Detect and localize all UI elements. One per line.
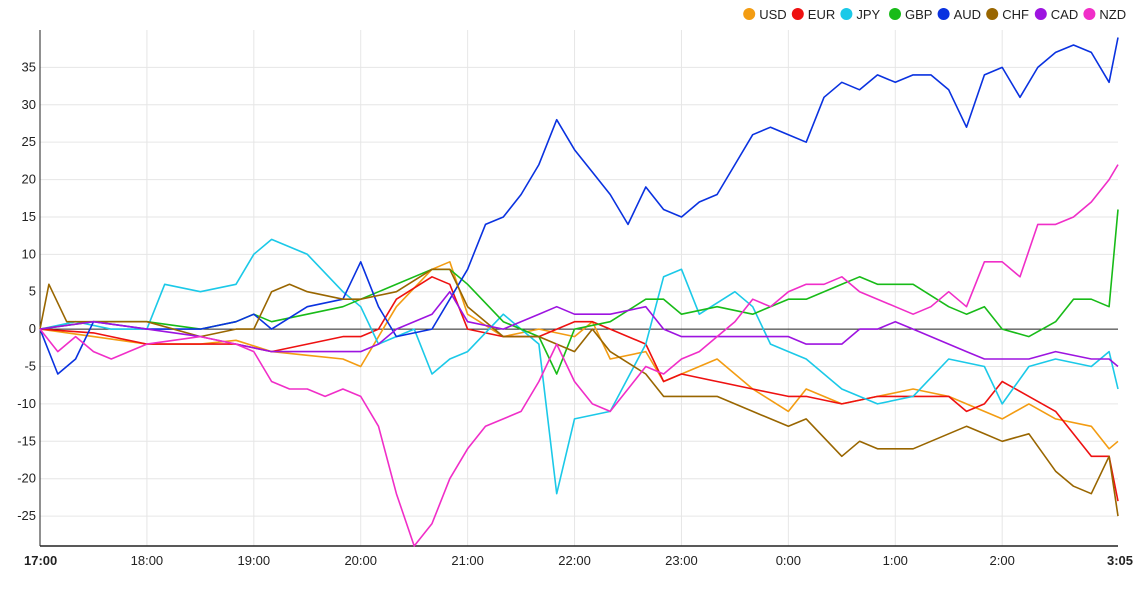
chart-series [39, 37, 1119, 547]
y-tick-label: -10 [17, 396, 36, 411]
y-tick-label: 25 [22, 134, 36, 149]
series-line-eur [39, 276, 1119, 502]
legend-marker-aud [937, 8, 950, 20]
legend-marker-nzd [1083, 8, 1096, 20]
y-tick-label: 35 [22, 59, 36, 74]
legend-item-usd[interactable]: USD [743, 7, 787, 22]
series-line-cad [39, 290, 1119, 368]
legend-label: NZD [1099, 7, 1126, 22]
y-tick-label: 10 [22, 246, 36, 261]
legend-label: CHF [1002, 7, 1029, 22]
y-axis-ticks: 35 30 25 20 15 10 5 0 -5 -10 -15 -20 -25 [17, 59, 36, 523]
x-tick-label: 0:00 [776, 553, 801, 568]
legend-item-eur[interactable]: EUR [791, 7, 835, 22]
x-tick-label: 3:05 [1107, 553, 1133, 568]
y-tick-label: -25 [17, 508, 36, 523]
chart-legend[interactable]: USD EUR JPY GBP AUD CHF CAD NZD [743, 7, 1126, 22]
legend-item-jpy[interactable]: JPY [840, 7, 881, 22]
legend-item-nzd[interactable]: NZD [1083, 7, 1126, 22]
series-line-usd [39, 261, 1119, 450]
legend-item-aud[interactable]: AUD [937, 7, 981, 22]
y-tick-label: -15 [17, 433, 36, 448]
series-line-chf [39, 268, 1119, 517]
y-tick-label: 15 [22, 209, 36, 224]
x-tick-label: 1:00 [883, 553, 908, 568]
legend-label: EUR [808, 7, 835, 22]
x-tick-label: 20:00 [344, 553, 377, 568]
x-axis-ticks: 17:00 18:00 19:00 20:00 21:00 22:00 23:00 0:00 1… [24, 553, 1133, 568]
legend-marker-cad [1034, 8, 1047, 20]
legend-item-chf[interactable]: CHF [986, 7, 1029, 22]
x-tick-label: 2:00 [990, 553, 1015, 568]
legend-label: USD [759, 7, 786, 22]
x-tick-label: 21:00 [451, 553, 484, 568]
chart-grid [40, 30, 1118, 546]
x-tick-label: 23:00 [665, 553, 698, 568]
legend-item-gbp[interactable]: GBP [889, 7, 932, 22]
y-tick-label: 5 [29, 284, 36, 299]
legend-label: GBP [905, 7, 932, 22]
legend-marker-chf [986, 8, 999, 20]
y-tick-label: -20 [17, 471, 36, 486]
series-line-jpy [39, 238, 1119, 495]
legend-label: AUD [954, 7, 981, 22]
x-tick-label: 19:00 [238, 553, 271, 568]
y-tick-label: 0 [29, 321, 36, 336]
legend-marker-usd [743, 8, 756, 20]
legend-item-cad[interactable]: CAD [1034, 7, 1078, 22]
legend-marker-gbp [889, 8, 901, 20]
y-tick-label: 20 [22, 172, 36, 187]
x-tick-label: 17:00 [24, 553, 57, 568]
legend-marker-jpy [840, 8, 853, 20]
y-tick-label: -5 [24, 359, 36, 374]
legend-marker-eur [791, 8, 804, 20]
legend-label: CAD [1051, 7, 1078, 22]
series-line-aud [39, 37, 1119, 375]
x-tick-label: 18:00 [131, 553, 164, 568]
series-line-nzd [39, 164, 1119, 547]
legend-label: JPY [856, 7, 880, 22]
x-tick-label: 22:00 [558, 553, 591, 568]
chart-axes [39, 30, 1118, 547]
y-tick-label: 30 [22, 97, 36, 112]
